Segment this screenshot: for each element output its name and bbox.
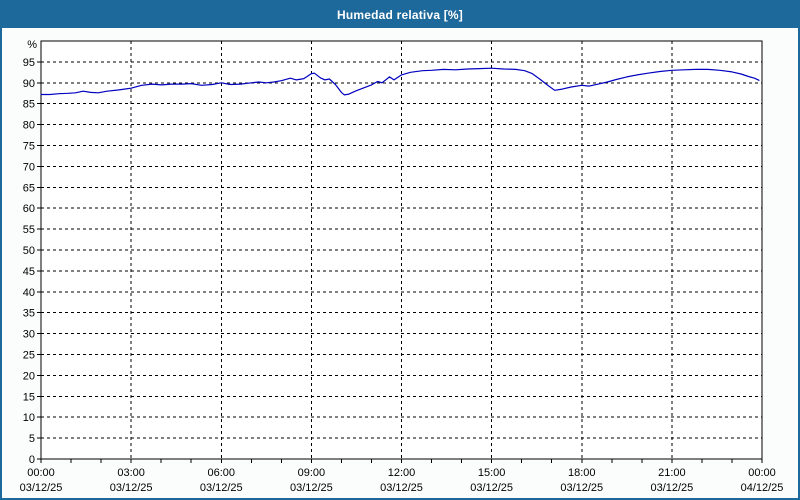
x-axis-time-label: 15:00	[478, 467, 506, 479]
y-axis-label: 0	[29, 454, 35, 466]
y-axis-label: 40	[23, 287, 35, 299]
y-axis-label: 75	[23, 141, 35, 153]
window-title: Humedad relativa [%]	[336, 8, 464, 22]
x-axis-date-label: 04/12/25	[741, 482, 784, 494]
x-axis-time-label: 18:00	[568, 467, 596, 479]
x-axis-time-label: 00:00	[27, 467, 55, 479]
x-axis-time-label: 06:00	[207, 467, 235, 479]
x-axis-date-label: 03/12/25	[650, 482, 693, 494]
y-axis-label: 50	[23, 245, 35, 257]
y-axis-label: 45	[23, 266, 35, 278]
y-axis-label: 25	[23, 350, 35, 362]
x-axis-time-label: 21:00	[658, 467, 686, 479]
y-axis-label: 30	[23, 329, 35, 341]
x-axis-time-label: 00:00	[748, 467, 776, 479]
y-axis-label: 85	[23, 99, 35, 111]
y-axis-label: 10	[23, 412, 35, 424]
y-axis-label: 35	[23, 308, 35, 320]
x-axis-date-label: 03/12/25	[20, 482, 63, 494]
x-axis-time-label: 12:00	[388, 467, 416, 479]
x-axis-time-label: 03:00	[117, 467, 145, 479]
y-axis-label: 20	[23, 370, 35, 382]
x-axis-date-label: 03/12/25	[200, 482, 243, 494]
y-axis-label: 5	[29, 433, 35, 445]
humidity-line	[40, 67, 760, 96]
y-axis-label: 95	[23, 57, 35, 69]
x-axis-date-label: 03/12/25	[560, 482, 603, 494]
x-axis-date-label: 03/12/25	[110, 482, 153, 494]
y-axis-label: 60	[23, 203, 35, 215]
x-axis-date-label: 03/12/25	[290, 482, 333, 494]
humidity-chart: 0 5 10 15 20 25 30 35 40 45 50 55 60 65 70 75 80 85 90 95% 0…	[20, 39, 784, 494]
y-axis-label: 90	[23, 78, 35, 90]
x-axis-date-label: 03/12/25	[380, 482, 423, 494]
y-axis-label: 15	[23, 391, 35, 403]
y-axis-unit-label: %	[27, 39, 37, 51]
y-axis-label: 80	[23, 120, 35, 132]
y-axis-label: 65	[23, 182, 35, 194]
y-axis-label: 55	[23, 224, 35, 236]
x-axis-time-label: 09:00	[298, 467, 326, 479]
y-axis-label: 70	[23, 161, 35, 173]
title-bar: Humedad relativa [%]	[2, 2, 798, 28]
x-axis-date-label: 03/12/25	[470, 482, 513, 494]
